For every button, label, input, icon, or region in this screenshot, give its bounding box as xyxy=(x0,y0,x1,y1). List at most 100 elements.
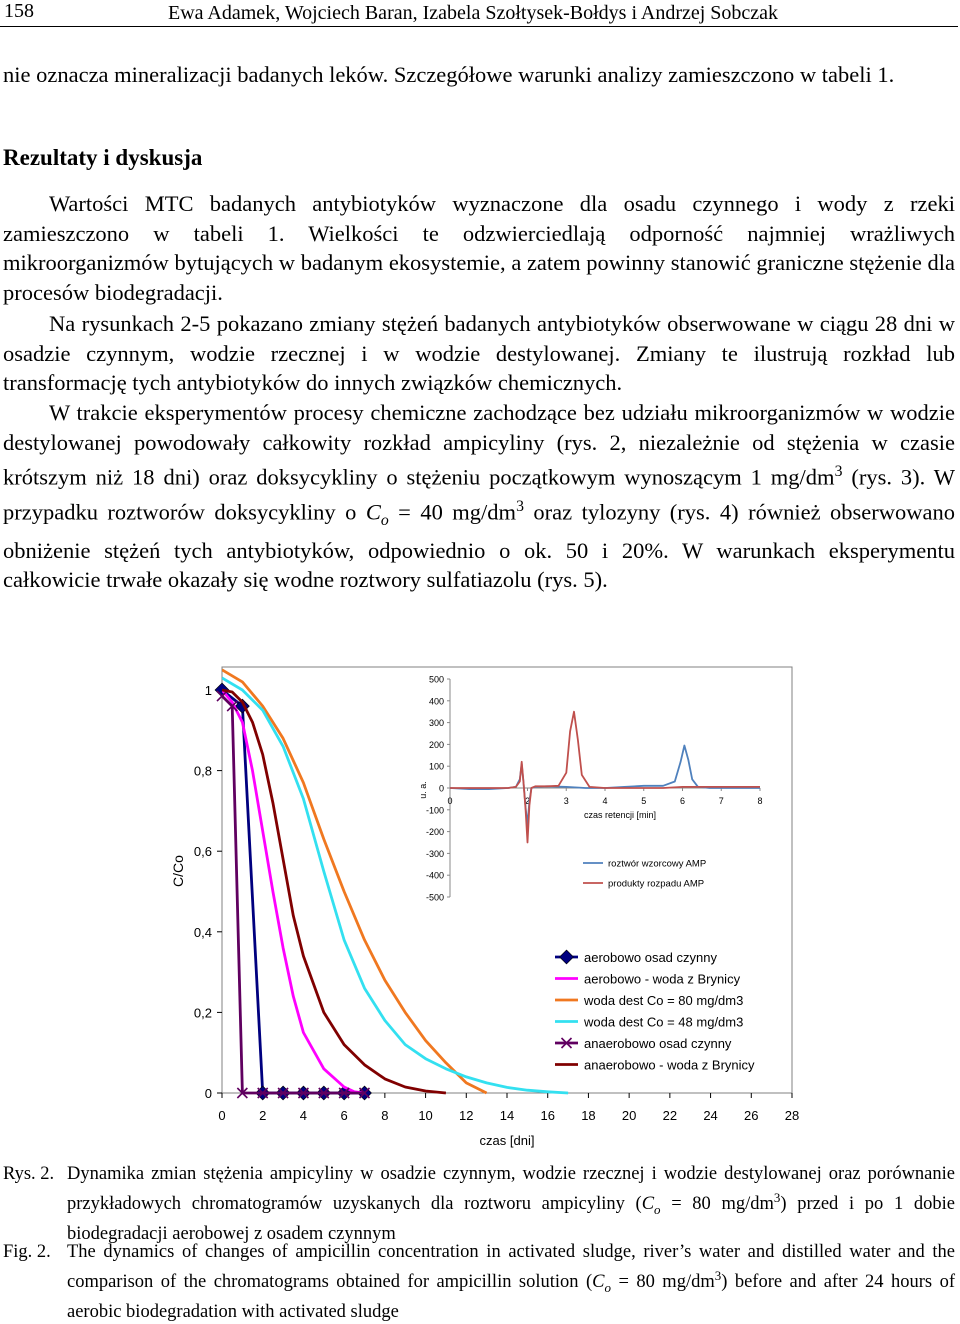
y-axis-label: C/Co xyxy=(170,855,186,887)
data-point-x xyxy=(277,1087,289,1099)
caption-polish-text: Dynamika zmian stężenia ampicyliny w osa… xyxy=(67,1162,955,1246)
paragraph-3-sup-2: 3 xyxy=(516,498,524,515)
legend-label: anaerobowo osad czynny xyxy=(584,1036,732,1051)
x-tick-label: 16 xyxy=(540,1108,554,1123)
inset-y-tick-label: -300 xyxy=(426,849,444,859)
inset-x-tick-label: 3 xyxy=(564,796,569,806)
paragraph-3-part-a: W trakcie eksperymentów procesy chemiczn… xyxy=(3,400,955,490)
inset-y-tick-label: 100 xyxy=(429,762,444,772)
caption-english: Fig. 2. The dynamics of changes of ampic… xyxy=(3,1240,955,1324)
inset-y-tick-label: -200 xyxy=(426,827,444,837)
data-point-x xyxy=(318,1087,330,1099)
legend-label: aerobowo - woda z Brynicy xyxy=(584,972,741,987)
caption-english-symbol-c: C xyxy=(592,1272,605,1293)
paragraph-1: Wartości MTC badanych antybiotyków wyzna… xyxy=(3,191,955,305)
data-point-x xyxy=(358,1087,371,1099)
paragraph-3-part-c: = 40 mg/dm xyxy=(388,499,517,525)
paragraph-3: W trakcie eksperymentów procesy chemiczn… xyxy=(3,398,955,595)
y-tick-label: 0,2 xyxy=(194,1005,212,1020)
x-tick-label: 18 xyxy=(581,1108,595,1123)
y-tick-label: 0 xyxy=(205,1086,212,1101)
x-tick-label: 26 xyxy=(744,1108,758,1123)
inset-x-tick-label: 4 xyxy=(602,796,607,806)
inset-legend-label: produkty rozpadu AMP xyxy=(608,879,704,890)
inset-y-tick-label: 200 xyxy=(429,740,444,750)
inset-y-tick-label: 500 xyxy=(429,675,444,685)
inset-y-tick-label: 300 xyxy=(429,718,444,728)
legend-label: aerobowo osad czynny xyxy=(584,950,717,965)
x-tick-label: 24 xyxy=(703,1108,717,1123)
caption-polish-part-a: Dynamika zmian stężenia ampicyliny w osa… xyxy=(67,1164,955,1215)
caption-polish-label: Rys. 2. xyxy=(3,1164,55,1184)
caption-english-part-a: The dynamics of changes of ampicillin co… xyxy=(67,1242,955,1293)
inset-y-tick-label: -100 xyxy=(426,805,444,815)
caption-english-symbol-o: o xyxy=(604,1279,611,1295)
y-tick-label: 0,8 xyxy=(194,764,212,779)
data-point-x xyxy=(257,1087,269,1099)
inset-series-line-2 xyxy=(450,710,760,844)
data-point-x xyxy=(216,690,228,702)
legend-label: woda dest Co = 48 mg/dm3 xyxy=(583,1015,743,1030)
inset-y-tick-label: 400 xyxy=(429,696,444,706)
series-line-4 xyxy=(222,676,569,1095)
inset-x-axis-label: czas retencji [min] xyxy=(584,810,656,820)
inset-x-tick-label: 7 xyxy=(719,796,724,806)
x-tick-label: 6 xyxy=(341,1108,348,1123)
caption-polish-sup: 3 xyxy=(773,1190,781,1205)
legend-label: woda dest Co = 80 mg/dm3 xyxy=(583,993,743,1008)
inset-y-axis-label: u. a. xyxy=(418,781,428,799)
data-point-x xyxy=(297,1087,309,1099)
data-point-x xyxy=(338,1087,350,1099)
intro-paragraph: nie oznacza mineralizacji badanych leków… xyxy=(3,62,895,87)
data-point-x xyxy=(560,1037,573,1049)
paragraph-2: Na rysunkach 2-5 pokazano zmiany stężeń … xyxy=(3,311,955,395)
caption-polish-symbol-c: C xyxy=(641,1194,655,1215)
caption-polish-part-c: ) przed i po 1 dobie biodegradacji aerob… xyxy=(67,1194,955,1244)
series-line-2 xyxy=(222,689,365,1095)
x-tick-label: 0 xyxy=(218,1108,225,1123)
plot-area xyxy=(221,666,793,1094)
caption-english-text: The dynamics of changes of ampicillin co… xyxy=(67,1240,955,1324)
inset-x-tick-label: 6 xyxy=(680,796,685,806)
x-axis-label: czas [dni] xyxy=(480,1133,535,1148)
figure-2: 00,20,40,60,810 2 4 6 8 10 12 14 16 18 20 22 24 26 28c… xyxy=(170,666,799,1148)
inset-legend-label: roztwór wzorcowy AMP xyxy=(608,859,706,870)
section-heading: Rezultaty i dyskusja xyxy=(3,145,203,170)
data-point-diamond xyxy=(559,949,574,965)
x-tick-label: 14 xyxy=(500,1108,514,1123)
paragraph-3-part-d: oraz tylozyny (rys. 4) również obserwowa… xyxy=(3,499,955,593)
inset-x-tick-label: 8 xyxy=(757,796,762,806)
caption-polish: Rys. 2. Dynamika zmian stężenia ampicyli… xyxy=(3,1162,955,1246)
legend-label: anaerobowo - woda z Brynicy xyxy=(584,1058,755,1073)
paragraph-3-symbol-o: o xyxy=(380,512,389,529)
paragraph-3-part-b: (rys. 3). W przypadku roztworów doksycyk… xyxy=(3,464,955,525)
x-tick-label: 28 xyxy=(785,1108,799,1123)
caption-polish-symbol-o: o xyxy=(654,1201,661,1217)
caption-english-part-b: = 80 mg/dm xyxy=(610,1272,715,1293)
data-point-x xyxy=(226,700,238,712)
x-tick-label: 20 xyxy=(622,1108,636,1123)
inset-x-tick-label: 0 xyxy=(447,796,452,806)
x-tick-label: 22 xyxy=(663,1108,677,1123)
data-point-x xyxy=(236,1087,248,1099)
header-authors: Ewa Adamek, Wojciech Baran, Izabela Szoł… xyxy=(168,2,779,24)
x-tick-label: 4 xyxy=(300,1108,307,1123)
paragraph-3-symbol-c: C xyxy=(365,499,381,525)
y-tick-label: 1 xyxy=(205,683,212,698)
page-number: 158 xyxy=(4,0,34,22)
y-tick-label: 0,6 xyxy=(194,844,212,859)
caption-english-sup: 3 xyxy=(714,1268,722,1283)
x-tick-label: 2 xyxy=(259,1108,266,1123)
caption-polish-part-b: = 80 mg/dm xyxy=(660,1194,774,1215)
x-tick-label: 8 xyxy=(381,1108,388,1123)
y-tick-label: 0,4 xyxy=(194,925,212,940)
x-tick-label: 12 xyxy=(459,1108,473,1123)
inset-y-tick-label: 0 xyxy=(439,784,444,794)
running-header: 158 Ewa Adamek, Wojciech Baran, Izabela … xyxy=(0,0,958,27)
series-line-6 xyxy=(222,688,447,1095)
x-tick-label: 10 xyxy=(418,1108,432,1123)
caption-english-label: Fig. 2. xyxy=(3,1242,51,1262)
inset-y-tick-label: -400 xyxy=(426,871,444,881)
paragraph-3-sup-1: 3 xyxy=(834,463,843,480)
